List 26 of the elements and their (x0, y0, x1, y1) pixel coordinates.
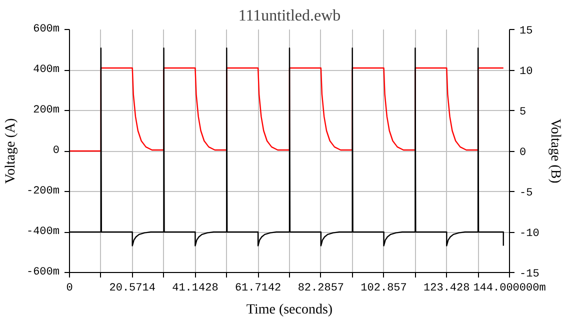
y-tick-label: -200m (26, 186, 60, 198)
x-tick-label: 41.1428 (172, 282, 218, 294)
y2-tick-label: -10 (520, 228, 540, 240)
y2-tick-label: 5 (520, 106, 526, 118)
y2-tick-label: -5 (520, 188, 533, 200)
x-tick-label: 61.7142 (234, 282, 282, 294)
y-tick-label: 600m (33, 24, 60, 36)
x-tick-label: 123.428 (424, 282, 470, 294)
y2-tick-label: 0 (520, 147, 526, 159)
y2-tick-label: -15 (520, 268, 540, 280)
y2-tick-label: 10 (520, 66, 533, 78)
x-tick-label: 144.000000m (473, 282, 546, 294)
y-tick-label: -400m (26, 226, 60, 238)
x-tick-label: 0 (66, 282, 73, 294)
chart-title: 111untitled.ewb (238, 8, 341, 24)
y-tick-label: 0 (52, 145, 60, 157)
x-tick-label: 20.5714 (109, 282, 156, 294)
x-tick-label: 82.2857 (298, 282, 344, 294)
y-tick-label: -600m (26, 266, 60, 278)
y-tick-label: 400m (33, 64, 60, 76)
y-axis-title: Voltage (A) (3, 118, 18, 184)
y2-tick-label: 15 (520, 26, 533, 38)
y-tick-label: 200m (33, 104, 60, 116)
x-tick-label: 102.857 (360, 282, 407, 294)
x-axis-title: Time (seconds) (246, 302, 333, 318)
y2-axis-title: Voltage (B) (547, 118, 562, 184)
